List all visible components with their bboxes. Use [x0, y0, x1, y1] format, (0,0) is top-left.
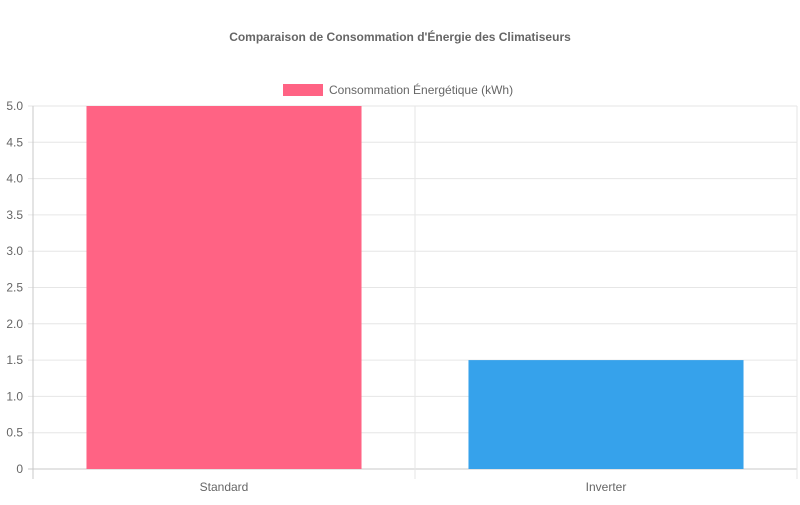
bar-standard[interactable]: [86, 106, 362, 469]
y-tick-label: 1.0: [6, 389, 23, 403]
y-tick-label: 3.5: [6, 208, 23, 222]
chart-title: Comparaison de Consommation d'Énergie de…: [229, 29, 571, 44]
legend[interactable]: Consommation Énergétique (kWh): [283, 82, 513, 97]
y-tick-label: 3.0: [6, 244, 23, 258]
y-tick-label: 0.5: [6, 426, 23, 440]
x-tick-label: Standard: [200, 480, 249, 494]
legend-swatch: [283, 84, 323, 96]
axes: 0 0.5 1.0 1.5 2.0 2.5 3.0 3.5 4.0 4.5 5.0 Standard I…: [6, 99, 626, 494]
bar-inverter[interactable]: [468, 360, 744, 469]
y-tick-label: 4.0: [6, 172, 23, 186]
legend-label: Consommation Énergétique (kWh): [329, 82, 513, 97]
x-tick-label: Inverter: [586, 480, 627, 494]
y-tick-label: 5.0: [6, 99, 23, 113]
bars: [86, 106, 744, 469]
y-tick-label: 2.0: [6, 317, 23, 331]
y-tick-label: 2.5: [6, 281, 23, 295]
y-tick-label: 0: [16, 462, 23, 476]
y-tick-label: 1.5: [6, 353, 23, 367]
y-tick-label: 4.5: [6, 135, 23, 149]
